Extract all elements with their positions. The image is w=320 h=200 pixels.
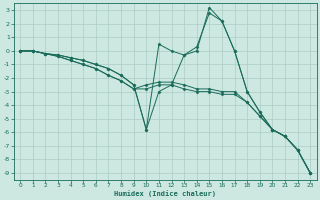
X-axis label: Humidex (Indice chaleur): Humidex (Indice chaleur) (114, 190, 216, 197)
